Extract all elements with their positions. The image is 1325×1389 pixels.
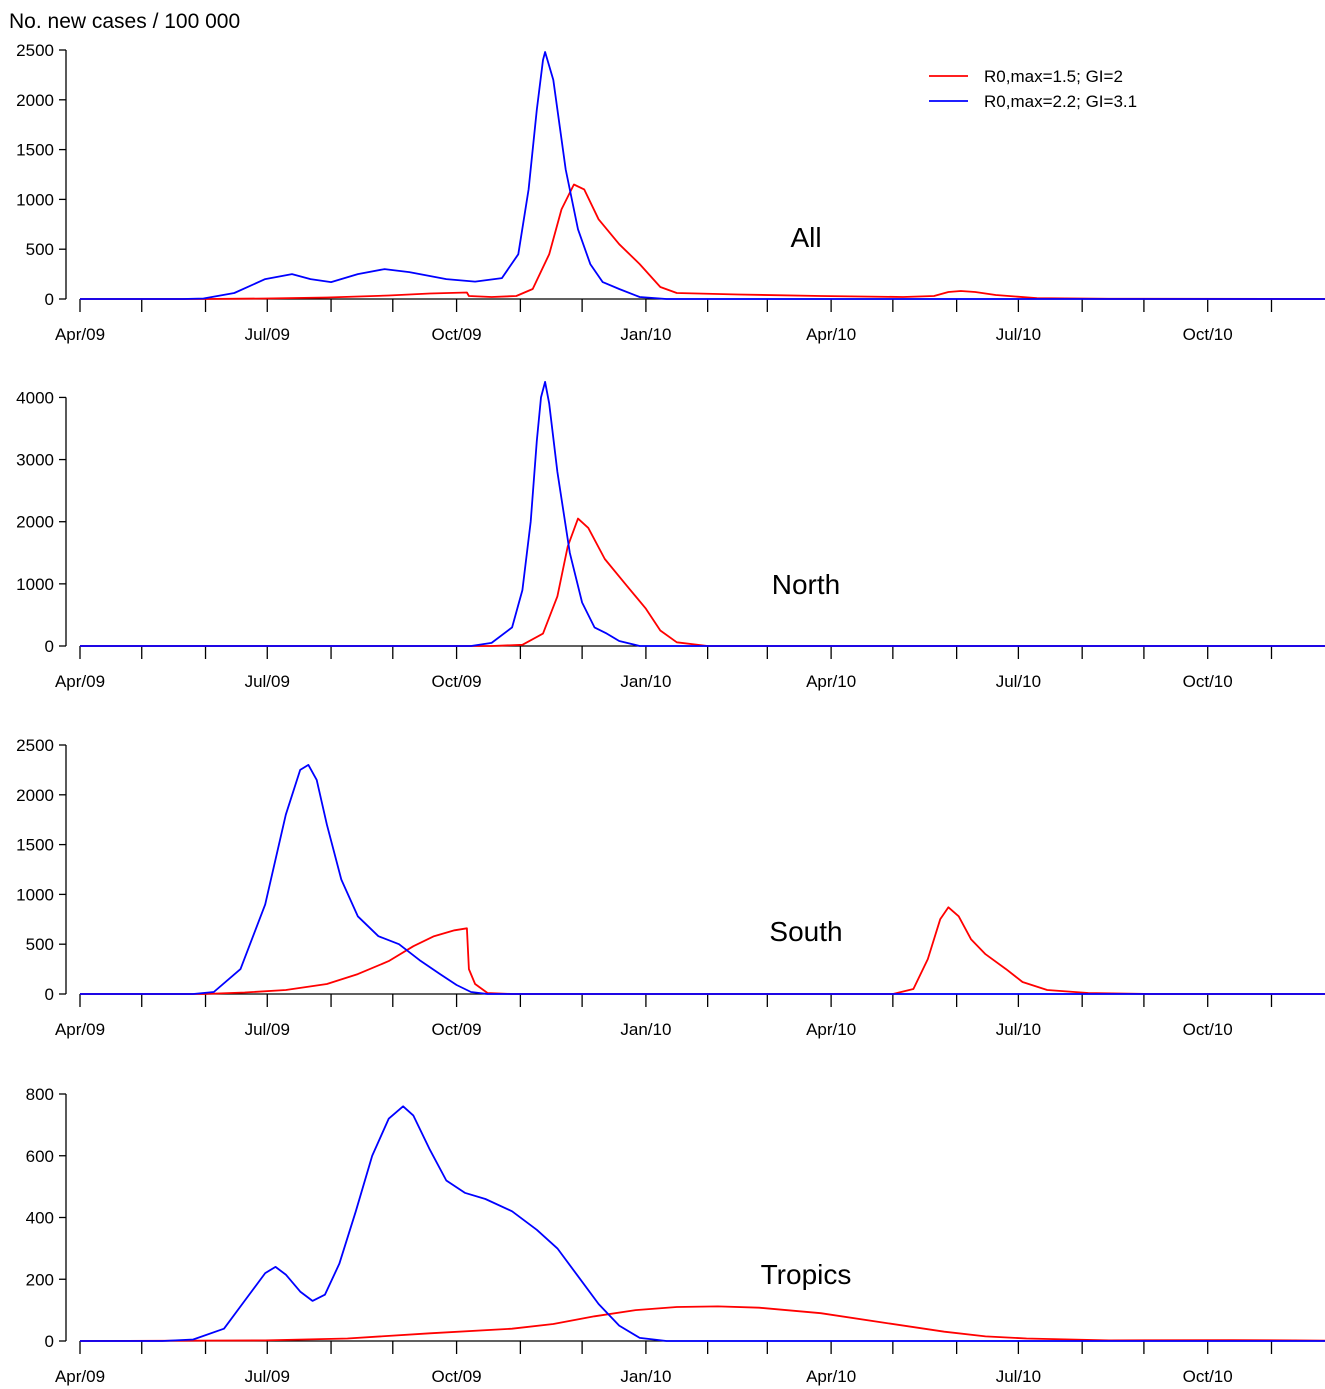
series-line-red bbox=[80, 185, 1325, 300]
x-tick-label: Oct/09 bbox=[432, 1020, 482, 1039]
y-tick-label: 0 bbox=[45, 985, 54, 1004]
y-tick-label: 0 bbox=[45, 1332, 54, 1351]
x-tick-label: Jul/09 bbox=[245, 672, 290, 691]
x-tick-label: Jan/10 bbox=[620, 672, 671, 691]
y-tick-label: 0 bbox=[45, 290, 54, 309]
legend-label: R0,max=1.5; GI=2 bbox=[984, 67, 1123, 86]
x-tick-label: Jul/10 bbox=[996, 1367, 1041, 1386]
x-tick-label: Oct/09 bbox=[432, 1367, 482, 1386]
y-tick-label: 2000 bbox=[16, 91, 54, 110]
x-tick-label: Oct/10 bbox=[1183, 1020, 1233, 1039]
x-tick-label: Oct/10 bbox=[1183, 325, 1233, 344]
series-line-red bbox=[80, 519, 1325, 646]
y-tick-label: 800 bbox=[26, 1085, 54, 1104]
y-tick-label: 2500 bbox=[16, 736, 54, 755]
y-tick-label: 400 bbox=[26, 1209, 54, 1228]
y-tick-label: 1000 bbox=[16, 190, 54, 209]
x-tick-label: Apr/10 bbox=[806, 325, 856, 344]
y-tick-label: 1500 bbox=[16, 836, 54, 855]
x-tick-label: Jul/10 bbox=[996, 325, 1041, 344]
y-tick-label: 600 bbox=[26, 1147, 54, 1166]
x-tick-label: Jul/10 bbox=[996, 1020, 1041, 1039]
x-tick-label: Apr/10 bbox=[806, 672, 856, 691]
x-tick-label: Apr/09 bbox=[55, 1367, 105, 1386]
legend-label: R0,max=2.2; GI=3.1 bbox=[984, 92, 1137, 111]
y-tick-label: 200 bbox=[26, 1270, 54, 1289]
series-line-red bbox=[80, 1306, 1325, 1341]
y-tick-label: 0 bbox=[45, 637, 54, 656]
y-tick-label: 500 bbox=[26, 935, 54, 954]
x-tick-label: Jan/10 bbox=[620, 1020, 671, 1039]
panel-label: Tropics bbox=[761, 1259, 852, 1290]
y-tick-label: 3000 bbox=[16, 451, 54, 470]
y-tick-label: 1000 bbox=[16, 575, 54, 594]
x-tick-label: Apr/10 bbox=[806, 1020, 856, 1039]
y-axis-label: No. new cases / 100 000 bbox=[9, 10, 240, 33]
x-tick-label: Apr/10 bbox=[806, 1367, 856, 1386]
x-tick-label: Oct/10 bbox=[1183, 1367, 1233, 1386]
x-tick-label: Oct/09 bbox=[432, 325, 482, 344]
y-tick-label: 4000 bbox=[16, 388, 54, 407]
chart-panel-south: 0 500 1000 1500 2000 2500 Apr/09 Jul/09 Oct/09 Ja… bbox=[16, 736, 1325, 1039]
x-tick-label: Apr/09 bbox=[55, 325, 105, 344]
x-tick-label: Jan/10 bbox=[620, 325, 671, 344]
x-tick-label: Jul/09 bbox=[245, 325, 290, 344]
series-line-blue bbox=[80, 52, 1325, 299]
x-tick-label: Apr/09 bbox=[55, 1020, 105, 1039]
y-tick-label: 2500 bbox=[16, 41, 54, 60]
x-tick-label: Jul/10 bbox=[996, 672, 1041, 691]
x-tick-label: Jan/10 bbox=[620, 1367, 671, 1386]
y-tick-label: 500 bbox=[26, 240, 54, 259]
x-tick-label: Oct/10 bbox=[1183, 672, 1233, 691]
y-tick-label: 2000 bbox=[16, 513, 54, 532]
series-line-blue bbox=[80, 765, 1325, 994]
y-tick-label: 1000 bbox=[16, 885, 54, 904]
y-tick-label: 1500 bbox=[16, 141, 54, 160]
chart-panel-north: 0 1000 2000 3000 4000 Apr/09 Jul/09 Oct/09 Jan/1… bbox=[16, 382, 1325, 691]
series-line-red bbox=[80, 907, 1325, 994]
x-tick-label: Apr/09 bbox=[55, 672, 105, 691]
y-tick-label: 2000 bbox=[16, 786, 54, 805]
panel-label: North bbox=[772, 569, 840, 600]
panel-label: South bbox=[769, 916, 842, 947]
chart-panel-all: 0 500 1000 1500 2000 2500 Apr/09 Jul/09 Oct/09 Ja… bbox=[16, 41, 1325, 344]
panel-label: All bbox=[790, 222, 821, 253]
x-tick-label: Jul/09 bbox=[245, 1367, 290, 1386]
x-tick-label: Oct/09 bbox=[432, 672, 482, 691]
series-line-blue bbox=[80, 382, 1325, 646]
x-tick-label: Jul/09 bbox=[245, 1020, 290, 1039]
chart-panel-tropics: 0 200 400 600 800 Apr/09 Jul/09 Oct/09 Jan/10 Apr… bbox=[26, 1085, 1325, 1386]
